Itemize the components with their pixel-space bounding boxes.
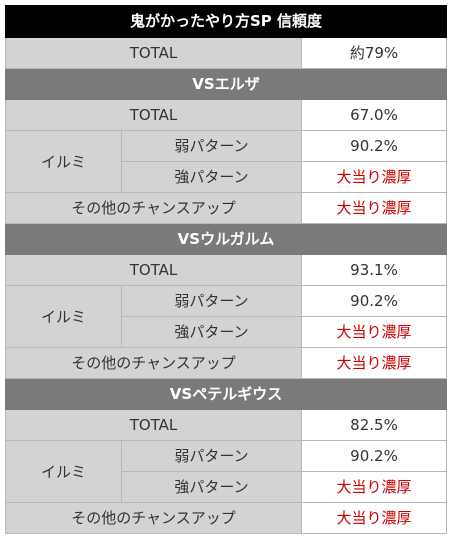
- section-total-label: TOTAL: [5, 254, 302, 286]
- section-header-row: VSエルザ: [5, 68, 447, 100]
- other-chance-value: 大当り濃厚: [301, 502, 447, 534]
- section-header-row: VSウルガルム: [5, 223, 447, 255]
- section-header: VSエルザ: [5, 68, 447, 100]
- strong-pattern-value: 大当り濃厚: [301, 471, 447, 503]
- other-chance-label: その他のチャンスアップ: [5, 192, 302, 224]
- overall-total-label: TOTAL: [5, 37, 302, 69]
- section-header-row: VSペテルギウス: [5, 378, 447, 410]
- overall-row: TOTAL 約79%: [5, 37, 447, 69]
- strong-pattern-label: 強パターン: [121, 471, 302, 503]
- weak-pattern-value: 90.2%: [301, 285, 447, 317]
- other-chance-row: その他のチャンスアップ 大当り濃厚: [5, 347, 447, 379]
- other-chance-row: その他のチャンスアップ 大当り濃厚: [5, 502, 447, 534]
- section-total-label: TOTAL: [5, 409, 302, 441]
- table-body: 鬼がかったやり方SP 信頼度 TOTAL 約79% VSエルザ TOTAL 67.0…: [5, 5, 447, 534]
- table-title: 鬼がかったやり方SP 信頼度: [5, 5, 447, 38]
- group-label: イルミ: [5, 130, 122, 193]
- weak-pattern-value: 90.2%: [301, 130, 447, 162]
- other-chance-value: 大当り濃厚: [301, 347, 447, 379]
- section-total-row: TOTAL 67.0%: [5, 99, 447, 131]
- weak-pattern-row: イルミ 弱パターン 90.2%: [5, 285, 447, 348]
- weak-pattern-label: 弱パターン: [121, 440, 302, 472]
- strong-pattern-row: 強パターン 大当り濃厚: [6, 161, 447, 193]
- reliability-table: 鬼がかったやり方SP 信頼度 TOTAL 約79% VSエルザ TOTAL 67.0…: [5, 5, 447, 534]
- section-header: VSペテルギウス: [5, 378, 447, 410]
- weak-pattern-row: イルミ 弱パターン 90.2%: [5, 130, 447, 193]
- section-total-value: 67.0%: [301, 99, 447, 131]
- section-total-row: TOTAL 93.1%: [5, 254, 447, 286]
- other-chance-row: その他のチャンスアップ 大当り濃厚: [5, 192, 447, 224]
- section-total-row: TOTAL 82.5%: [5, 409, 447, 441]
- other-chance-value: 大当り濃厚: [301, 192, 447, 224]
- strong-pattern-row: 強パターン 大当り濃厚: [6, 471, 447, 503]
- section-total-value: 93.1%: [301, 254, 447, 286]
- other-chance-label: その他のチャンスアップ: [5, 347, 302, 379]
- weak-pattern-label: 弱パターン: [121, 285, 302, 317]
- strong-pattern-label: 強パターン: [121, 316, 302, 348]
- weak-pattern-value: 90.2%: [301, 440, 447, 472]
- other-chance-label: その他のチャンスアップ: [5, 502, 302, 534]
- title-row: 鬼がかったやり方SP 信頼度: [5, 5, 447, 38]
- strong-pattern-label: 強パターン: [121, 161, 302, 193]
- section-header: VSウルガルム: [5, 223, 447, 255]
- overall-total-value: 約79%: [301, 37, 447, 69]
- weak-pattern-row: イルミ 弱パターン 90.2%: [5, 440, 447, 503]
- group-label: イルミ: [5, 440, 122, 503]
- weak-pattern-label: 弱パターン: [121, 130, 302, 162]
- strong-pattern-value: 大当り濃厚: [301, 316, 447, 348]
- section-total-label: TOTAL: [5, 99, 302, 131]
- group-label: イルミ: [5, 285, 122, 348]
- strong-pattern-value: 大当り濃厚: [301, 161, 447, 193]
- section-total-value: 82.5%: [301, 409, 447, 441]
